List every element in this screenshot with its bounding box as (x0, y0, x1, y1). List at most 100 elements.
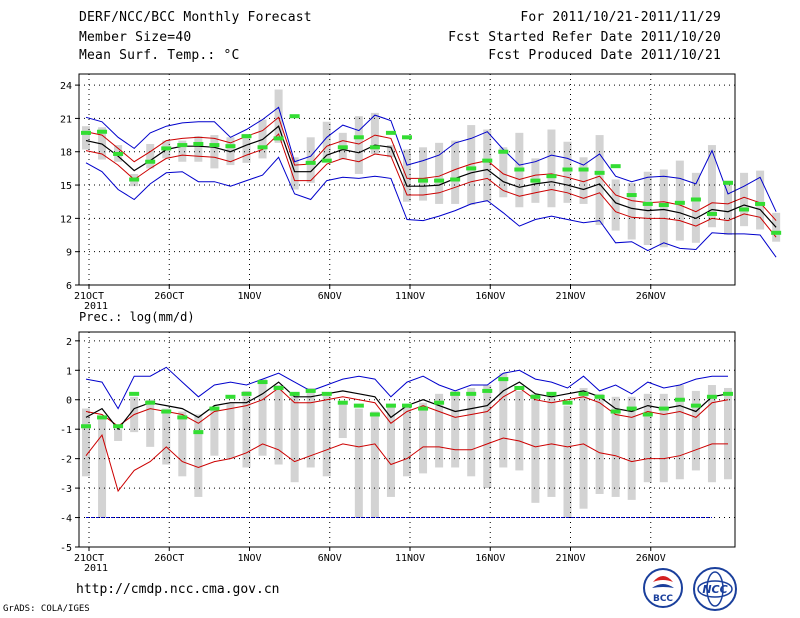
prec-member-marker (321, 391, 332, 396)
prec-x-tick-label: 1NOV (237, 553, 261, 564)
prec-member-marker (498, 377, 509, 382)
prec-range-bar (419, 402, 428, 474)
temp-range-bar (354, 116, 363, 174)
temp-y-tick-label: 18 (60, 148, 72, 159)
bcc-logo-text: BCC (653, 594, 673, 604)
prec-member-marker (289, 391, 300, 396)
prec-x-tick-label: 16NOV (475, 553, 505, 564)
temp-member-marker (241, 134, 252, 139)
prec-range-bar (306, 387, 315, 468)
temp-range-bar (306, 137, 315, 183)
prec-member-marker (610, 409, 621, 414)
temp-range-bar (242, 133, 251, 163)
temp-member-marker (739, 207, 750, 212)
prec-member-marker (723, 391, 733, 396)
prec-range-bar (290, 393, 299, 483)
temp-range-bar (724, 180, 732, 236)
grads-credit: GrADS: COLA/IGES (3, 604, 90, 614)
prec-member-marker (690, 403, 701, 408)
temp-member-marker (305, 160, 316, 165)
temp-range-bar (274, 89, 283, 143)
prec-y-tick-label: 2 (66, 337, 72, 348)
temp-red-lower-line (85, 133, 777, 238)
temp-y-tick-label: 9 (66, 248, 72, 259)
prec-range-bar (563, 405, 572, 518)
prec-member-marker (241, 391, 252, 396)
prec-range-bar (82, 408, 90, 477)
prec-range-bar (724, 387, 732, 480)
temp-member-marker (369, 145, 380, 150)
prec-range-bar (483, 385, 492, 489)
temp-member-marker (530, 178, 541, 183)
prec-subtitle: Prec.: log(mm/d) (79, 310, 195, 324)
temp-blue-lower-line (85, 156, 777, 258)
prec-member-marker (129, 391, 140, 396)
prec-range-bar (194, 414, 203, 497)
prec-member-marker (369, 412, 380, 417)
temp-member-marker (225, 144, 236, 149)
temp-member-marker (626, 193, 637, 198)
prec-member-marker (353, 403, 364, 408)
temp-range-bar (675, 160, 684, 241)
temp-member-marker (418, 178, 429, 183)
prec-range-bar (611, 396, 620, 497)
temp-x-tick-label: 11NOV (395, 291, 425, 302)
temp-range-bar (595, 135, 604, 226)
temp-member-marker (723, 180, 733, 185)
temp-range-bar (756, 170, 765, 230)
temp-member-marker (273, 136, 284, 141)
forecast-started-date: Fcst Started Refer Date 2011/10/20 (448, 30, 721, 45)
temp-range-bar (643, 171, 652, 246)
temp-ensemble-mean-line (85, 125, 777, 228)
temp-range-bar (627, 182, 636, 240)
temp-member-marker (113, 151, 124, 156)
ncc-logo-orbit (697, 580, 733, 598)
temp-member-marker (402, 135, 412, 140)
temp-member-marker (81, 130, 91, 135)
temp-member-marker (161, 146, 172, 151)
temp-member-marker (771, 230, 782, 235)
temp-member-marker (658, 203, 669, 208)
prec-member-marker (113, 424, 124, 429)
temp-x-tick-label: 21NOV (555, 291, 585, 302)
temp-member-marker (450, 177, 461, 182)
temp-y-tick-label: 12 (60, 214, 72, 225)
source-url[interactable]: http://cmdp.ncc.cma.gov.cn (76, 582, 280, 597)
prec-range-bar (258, 379, 267, 456)
prec-member-marker (209, 406, 220, 411)
prec-range-bar (707, 385, 716, 483)
bcc-logo-ring (643, 568, 683, 608)
temp-range-bar (322, 121, 331, 159)
prec-red-upper-line (85, 387, 729, 427)
prec-range-bar (675, 385, 684, 480)
temp-range-bar (194, 136, 203, 162)
prec-member-marker (193, 430, 204, 435)
prec-y-tick-label: -3 (60, 484, 72, 495)
prec-member-marker (418, 406, 429, 411)
temp-range-bar (419, 147, 428, 201)
prec-frame (78, 331, 736, 548)
prec-range-bar (322, 393, 331, 477)
temp-member-marker (193, 141, 204, 146)
prec-member-marker (434, 400, 445, 405)
temp-range-bar (579, 157, 588, 204)
temp-member-marker (642, 201, 653, 206)
temp-range-bar (403, 149, 411, 202)
prec-x-tick-label: 11NOV (395, 553, 425, 564)
prec-range-bar (659, 393, 668, 483)
temp-member-marker (257, 145, 268, 150)
prec-range-bar (114, 429, 123, 441)
prec-y-tick-label: -4 (60, 514, 72, 525)
temp-member-marker (97, 129, 108, 134)
temp-range-bar (82, 126, 90, 150)
prec-y-tick-label: -5 (60, 543, 72, 554)
prec-member-marker (706, 394, 717, 399)
temp-member-marker (482, 158, 493, 163)
prec-range-bar (242, 390, 251, 468)
prec-member-marker (81, 424, 91, 429)
temp-member-marker (594, 170, 605, 175)
temp-y-tick-label: 24 (60, 81, 72, 92)
forecast-produced-date: Fcst Produced Date 2011/10/21 (488, 48, 721, 63)
prec-range-bar (515, 390, 524, 471)
